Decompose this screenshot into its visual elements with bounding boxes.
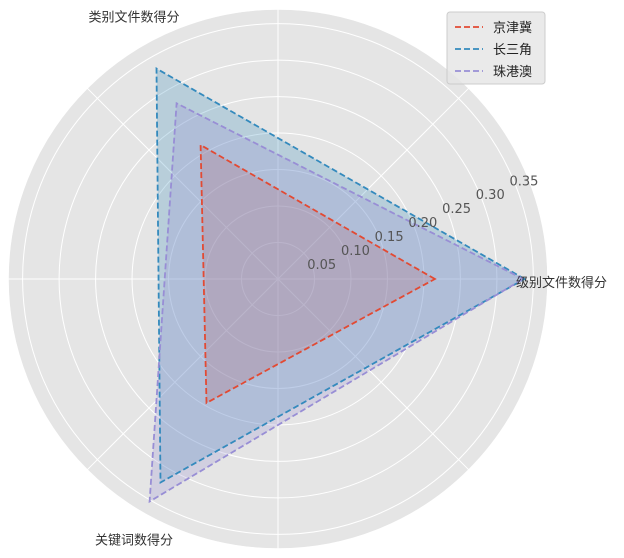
- series-line: [148, 101, 526, 504]
- axis-label: 关键词数得分: [95, 532, 173, 548]
- radial-tick-label: 0.25: [442, 202, 471, 217]
- series-fill: [156, 68, 525, 483]
- grid-spoke: [86, 87, 279, 280]
- legend-entry-label: 长三角: [493, 43, 532, 58]
- radial-tick-label: 0.35: [509, 174, 538, 189]
- series-line: [155, 67, 527, 485]
- radial-tick-label: 0.10: [341, 244, 370, 259]
- axis-label: 类别文件数得分: [88, 10, 179, 26]
- grid-spoke: [277, 87, 470, 280]
- radial-tick-label: 0.05: [307, 258, 336, 273]
- radial-tick-label: 0.15: [375, 230, 404, 245]
- legend-entry-label: 珠港澳: [493, 64, 532, 80]
- grid-lines: [7, 8, 549, 550]
- grid-spoke: [277, 278, 470, 471]
- series-line: [199, 143, 437, 405]
- radial-tick-label: 0.30: [476, 188, 505, 203]
- legend-box: [446, 11, 546, 85]
- series-fill: [200, 145, 435, 403]
- radial-tick-label: 0.20: [408, 216, 437, 231]
- series-layer: [148, 67, 527, 504]
- radial-tick-labels: 0.05 0.10 0.15 0.20 0.25 0.30 0.35: [307, 174, 538, 273]
- axis-label: 级别文件数得分: [516, 275, 607, 291]
- series-fill: [149, 103, 524, 502]
- polar-frame: [7, 8, 549, 550]
- grid-spoke: [86, 278, 279, 471]
- legend-entry-label: 京津冀: [493, 20, 532, 36]
